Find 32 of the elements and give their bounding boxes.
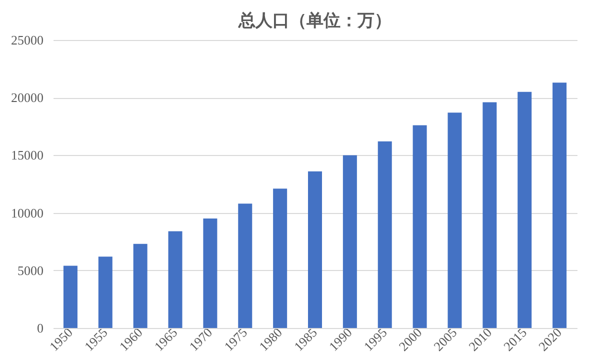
x-tick-label: 1950 xyxy=(46,324,76,354)
bar xyxy=(342,155,357,328)
chart-title: 总人口（单位：万） xyxy=(238,11,392,31)
x-tick-label: 1995 xyxy=(360,324,390,354)
x-tick-label: 1990 xyxy=(326,324,355,354)
bar xyxy=(518,92,532,328)
x-tick-label: 1975 xyxy=(221,324,250,354)
bar xyxy=(378,141,392,328)
bar xyxy=(63,266,78,328)
bar xyxy=(168,231,182,328)
x-tick-label: 1960 xyxy=(116,324,146,354)
bar xyxy=(552,82,567,328)
x-tick-label: 1965 xyxy=(151,324,180,354)
bar xyxy=(238,204,252,328)
x-tick-label: 1985 xyxy=(290,324,320,354)
bar xyxy=(308,171,322,328)
bar xyxy=(273,188,288,328)
y-tick-label: 5000 xyxy=(18,262,44,278)
y-tick-label: 25000 xyxy=(11,32,44,48)
x-tick-label: 1980 xyxy=(256,324,286,354)
y-tick-label: 10000 xyxy=(11,205,44,220)
bar xyxy=(203,218,218,328)
bar xyxy=(412,125,427,328)
y-tick-label: 15000 xyxy=(11,148,44,163)
bar xyxy=(448,112,462,328)
x-tick-label: 1970 xyxy=(186,324,216,354)
y-tick-label: 20000 xyxy=(11,90,44,106)
x-tick-label: 1955 xyxy=(81,324,110,354)
y-tick-label: 0 xyxy=(37,320,44,336)
bar xyxy=(133,244,148,328)
bar xyxy=(98,256,112,328)
bar xyxy=(482,102,497,328)
